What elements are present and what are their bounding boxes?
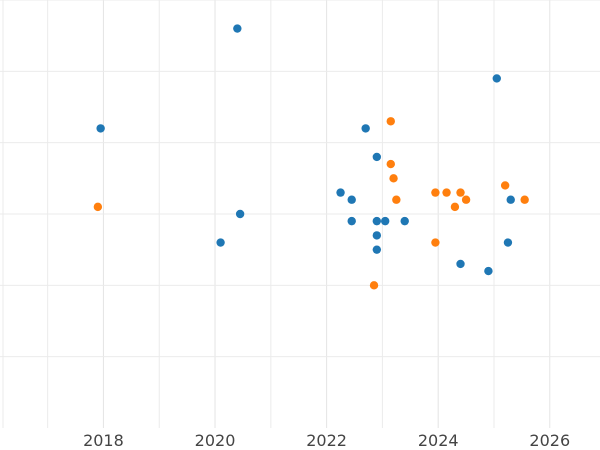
data-point-series-1 xyxy=(380,216,390,226)
data-point-series-1 xyxy=(506,195,515,204)
data-point-series-1 xyxy=(400,216,409,226)
data-point-series-2 xyxy=(369,281,379,290)
data-point-series-1 xyxy=(372,245,382,254)
x-tick-labels: 2018 2020 2022 2024 2026 xyxy=(83,431,570,450)
data-point-series-1 xyxy=(233,24,242,33)
grid-layer xyxy=(0,0,600,428)
data-point-series-2 xyxy=(520,195,529,204)
data-point-series-2 xyxy=(456,188,465,197)
data-point-series-1 xyxy=(235,209,245,219)
data-point-series-1 xyxy=(503,238,513,247)
data-point-series-2 xyxy=(386,117,395,126)
x-tick-label: 2022 xyxy=(306,431,347,450)
data-point-series-1 xyxy=(456,259,465,269)
data-point-series-2 xyxy=(93,202,103,212)
data-point-series-2 xyxy=(392,195,401,204)
data-point-series-1 xyxy=(361,124,370,133)
x-tick-label: 2024 xyxy=(418,431,459,450)
data-point-series-2 xyxy=(450,202,460,212)
data-point-series-1 xyxy=(372,216,382,226)
data-point-series-1 xyxy=(372,152,382,162)
data-point-series-1 xyxy=(216,238,225,247)
data-point-series-1 xyxy=(347,195,356,204)
data-point-series-1 xyxy=(336,188,345,197)
points-layer xyxy=(93,24,529,290)
data-point-series-2 xyxy=(431,238,440,247)
data-point-series-2 xyxy=(389,174,398,183)
data-point-series-2 xyxy=(386,159,395,169)
data-point-series-2 xyxy=(431,188,440,197)
data-point-series-1 xyxy=(96,124,105,133)
data-point-series-1 xyxy=(347,216,356,226)
x-tick-label: 2018 xyxy=(83,431,124,450)
x-tick-label: 2026 xyxy=(529,431,570,450)
data-point-series-2 xyxy=(500,181,510,190)
x-tick-label: 2020 xyxy=(195,431,236,450)
data-point-series-2 xyxy=(442,188,451,197)
data-point-series-1 xyxy=(492,74,501,83)
data-point-series-1 xyxy=(372,231,382,240)
data-point-series-2 xyxy=(461,195,471,204)
data-point-series-1 xyxy=(484,266,493,276)
